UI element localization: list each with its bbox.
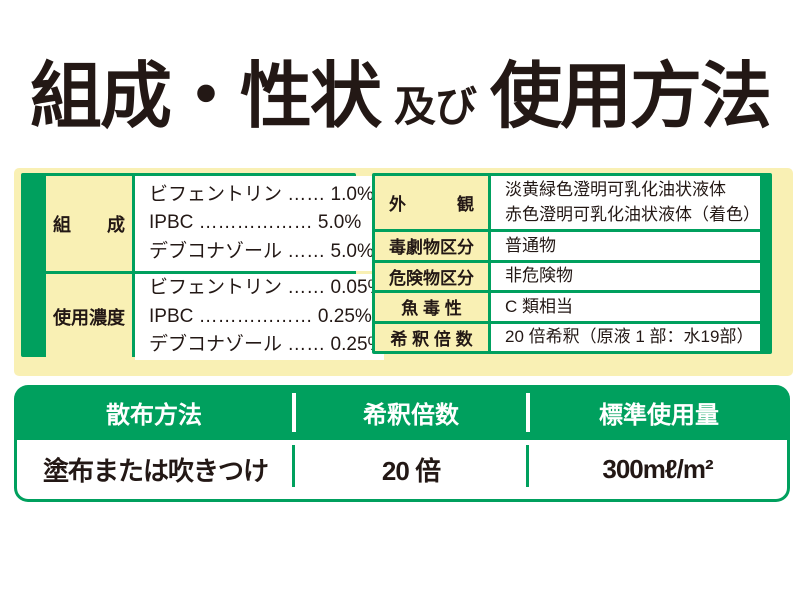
concentration-line: ビフェントリン …… 0.05%	[149, 277, 385, 298]
page-title: 組成・性状 及び 使用方法	[0, 57, 800, 137]
row-value-dilution: 20 倍希釈（原液 1 部：水19部）	[491, 323, 760, 351]
row-value-fish-toxicity: C 類相当	[491, 293, 760, 321]
header-divider	[292, 393, 296, 432]
row-label-fish-toxicity: 魚 毒 性	[375, 293, 488, 321]
row-value-composition: ビフェントリン …… 1.0% IPBC ……………… 5.0% デブコナゾール…	[135, 176, 385, 271]
title-and: 及び	[393, 83, 477, 130]
cell-standard-amount: 300mℓ/m²	[602, 454, 713, 484]
row-value-poison-class: 普通物	[491, 232, 760, 260]
cell-application-method: 塗布または吹きつけ	[42, 456, 269, 486]
appearance-line: 赤色澄明可乳化油状液体（着色）	[505, 204, 760, 224]
row-value-use-concentration: ビフェントリン …… 0.05% IPBC ……………… 0.25% デブコナゾ…	[135, 274, 385, 360]
row-label-composition: 組 成	[46, 176, 132, 271]
spec-panel: 組 成 ビフェントリン …… 1.0% IPBC ……………… 5.0% デブコ…	[14, 168, 793, 376]
concentration-line: デブコナゾール …… 0.25%	[149, 334, 385, 355]
cell-dilution-ratio: 20 倍	[381, 456, 441, 486]
concentration-line: IPBC ……………… 0.25%	[149, 305, 372, 327]
usage-table: 散布方法 希釈倍数 標準使用量 塗布または吹きつけ 20 倍 300mℓ/m²	[14, 385, 790, 502]
header-standard-amount: 標準使用量	[599, 402, 719, 429]
title-usage: 使用方法	[490, 57, 772, 137]
row-value-hazard-class: 非危険物	[491, 262, 760, 290]
header-divider	[526, 393, 530, 432]
title-composition: 組成・性状	[29, 57, 382, 137]
body-divider	[526, 445, 529, 487]
properties-table: 外 観 淡黄緑色澄明可乳化油状液体 赤色澄明可乳化油状液体（着色） 毒劇物区分 …	[372, 173, 772, 354]
usage-table-header: 散布方法 希釈倍数 標準使用量	[14, 385, 790, 440]
row-label-appearance: 外 観	[375, 176, 488, 229]
header-dilution-ratio: 希釈倍数	[363, 402, 459, 429]
composition-line: デブコナゾール …… 5.0%	[149, 240, 374, 262]
usage-table-body: 塗布または吹きつけ 20 倍 300mℓ/m²	[14, 440, 790, 502]
row-label-dilution: 希 釈 倍 数	[375, 323, 488, 351]
body-divider	[292, 445, 295, 487]
composition-line: IPBC ……………… 5.0%	[149, 212, 362, 234]
row-label-use-concentration: 使用濃度	[46, 274, 132, 360]
header-application-method: 散布方法	[106, 402, 202, 429]
row-label-hazard-class: 危険物区分	[375, 262, 488, 290]
appearance-line: 淡黄緑色澄明可乳化油状液体	[505, 180, 726, 200]
composition-line: ビフェントリン …… 1.0%	[149, 183, 374, 205]
row-label-poison-class: 毒劇物区分	[375, 232, 488, 260]
row-value-appearance: 淡黄緑色澄明可乳化油状液体 赤色澄明可乳化油状液体（着色）	[491, 176, 760, 229]
composition-table: 組 成 ビフェントリン …… 1.0% IPBC ……………… 5.0% デブコ…	[21, 173, 385, 360]
